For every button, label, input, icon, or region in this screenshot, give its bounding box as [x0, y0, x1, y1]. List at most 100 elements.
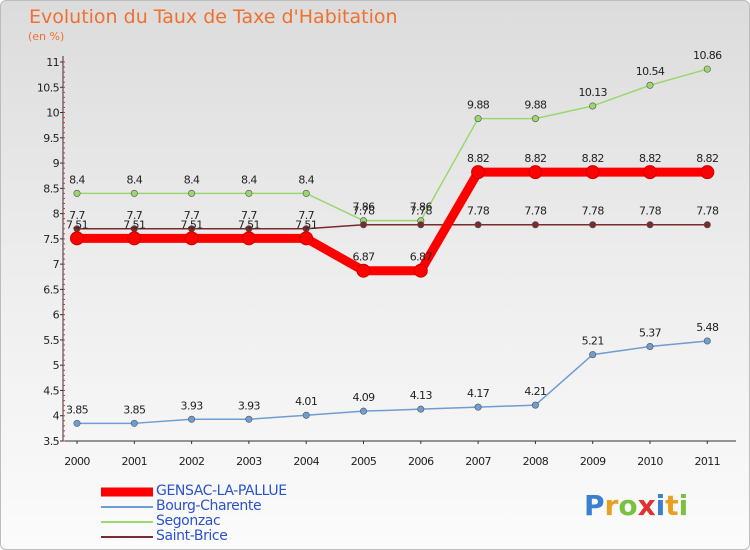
data-label-bourg-charente: 4.09 [352, 391, 375, 404]
data-point-segonzac [188, 189, 196, 197]
logo-letter: r [604, 489, 619, 522]
data-point-bourg-charente [188, 415, 196, 423]
data-label-bourg-charente: 5.48 [696, 321, 719, 334]
data-label-saint-brice: 7.7 [298, 209, 314, 222]
y-tick-label: 11 [46, 56, 59, 69]
x-tick-label: 2004 [293, 455, 319, 468]
data-point-gensac-la-pallue [528, 165, 543, 180]
data-label-saint-brice: 7.78 [467, 205, 490, 218]
data-label-bourg-charente: 4.01 [295, 395, 317, 408]
data-label-gensac-la-pallue: 8.82 [639, 152, 661, 165]
data-point-saint-brice [531, 221, 539, 229]
data-point-gensac-la-pallue [127, 231, 142, 246]
legend-swatch-segonzac [101, 521, 153, 523]
legend-label-segonzac: Segonzac [156, 513, 221, 529]
y-tick-label: 10 [46, 107, 59, 120]
y-tick-label: 6 [53, 309, 60, 322]
data-label-bourg-charente: 3.85 [66, 403, 89, 416]
logo-letter: i [678, 489, 689, 522]
data-point-segonzac [703, 65, 711, 73]
data-point-bourg-charente [130, 419, 138, 427]
data-label-saint-brice: 7.7 [126, 209, 142, 222]
data-point-gensac-la-pallue [643, 165, 657, 180]
data-point-segonzac [73, 189, 81, 197]
legend-swatch-gensac [101, 487, 153, 497]
y-tick-label: 4 [53, 410, 60, 423]
y-tick-label: 3.5 [43, 435, 59, 448]
x-tick-label: 2003 [236, 455, 262, 468]
data-point-bourg-charente [589, 351, 597, 359]
data-point-gensac-la-pallue [585, 165, 600, 180]
legend-label-gensac: GENSAC-LA-PALLUE [156, 483, 287, 499]
y-tick-label: 7.5 [43, 233, 59, 246]
data-point-saint-brice [646, 221, 654, 229]
x-tick-label: 2001 [121, 455, 147, 468]
logo-letter: o [618, 489, 638, 522]
y-tick-label: 6.5 [43, 283, 59, 296]
x-tick-label: 2000 [64, 455, 90, 468]
data-point-bourg-charente [703, 337, 711, 345]
logo-letter: t [665, 489, 679, 522]
data-point-bourg-charente [245, 415, 253, 423]
x-tick-label: 2007 [465, 455, 491, 468]
data-label-bourg-charente: 4.17 [467, 387, 490, 400]
legend-swatch-bourg-charente [101, 506, 153, 508]
data-label-gensac-la-pallue: 7.51 [66, 218, 88, 231]
data-label-segonzac: 10.13 [578, 86, 607, 99]
data-label-segonzac: 8.4 [241, 173, 257, 186]
data-point-segonzac [474, 115, 482, 123]
data-label-segonzac: 7.86 [410, 201, 433, 214]
data-label-saint-brice: 7.78 [410, 205, 433, 218]
data-point-segonzac [245, 189, 253, 197]
data-label-saint-brice: 7.78 [696, 205, 719, 218]
data-label-gensac-la-pallue: 8.82 [696, 152, 718, 165]
data-label-saint-brice: 7.78 [524, 205, 547, 218]
x-tick-label: 2005 [351, 455, 377, 468]
data-point-segonzac [589, 102, 597, 110]
data-point-saint-brice [703, 221, 711, 229]
chart-title: Evolution du Taux de Taxe d'Habitation [29, 6, 398, 28]
chart-subtitle: (en %) [28, 30, 65, 43]
data-point-bourg-charente [417, 405, 425, 413]
data-point-gensac-la-pallue [70, 231, 84, 246]
data-label-segonzac: 9.88 [467, 99, 490, 112]
data-label-bourg-charente: 5.21 [582, 335, 604, 348]
y-tick-label: 9 [53, 157, 60, 170]
data-label-saint-brice: 7.78 [639, 205, 662, 218]
legend-swatch-saint-brice [101, 536, 153, 538]
logo-letter: P [584, 489, 605, 522]
x-tick-label: 2010 [637, 455, 663, 468]
legend-label-saint-brice: Saint-Brice [156, 528, 228, 544]
data-point-bourg-charente [359, 407, 367, 415]
x-tick-label: 2008 [523, 455, 549, 468]
data-label-segonzac: 8.4 [184, 173, 200, 186]
data-label-segonzac: 8.4 [126, 173, 142, 186]
data-label-bourg-charente: 3.93 [181, 399, 204, 412]
series-line-segonzac [77, 68, 708, 222]
data-label-segonzac: 7.86 [352, 201, 375, 214]
data-label-saint-brice: 7.78 [582, 205, 605, 218]
data-label-gensac-la-pallue: 7.51 [295, 218, 317, 231]
y-tick-label: 4.5 [43, 384, 59, 397]
data-label-gensac-la-pallue: 7.51 [123, 218, 145, 231]
data-label-gensac-la-pallue: 6.87 [410, 251, 433, 264]
y-tick-label: 7 [53, 258, 60, 271]
data-point-bourg-charente [531, 401, 539, 409]
data-point-bourg-charente [474, 403, 482, 411]
data-point-gensac-la-pallue [299, 231, 314, 246]
y-tick-label: 8.5 [43, 182, 59, 195]
data-point-saint-brice [589, 221, 597, 229]
data-label-segonzac: 10.54 [636, 65, 665, 78]
data-point-segonzac [130, 189, 138, 197]
data-label-bourg-charente: 5.37 [639, 327, 662, 340]
data-label-segonzac: 8.4 [69, 173, 85, 186]
legend-label-bourg-charente: Bourg-Charente [156, 498, 262, 514]
x-tick-label: 2002 [179, 455, 205, 468]
data-label-bourg-charente: 3.85 [123, 403, 146, 416]
y-tick-label: 9.5 [43, 132, 59, 145]
x-tick-label: 2011 [694, 455, 720, 468]
data-label-gensac-la-pallue: 7.51 [181, 218, 203, 231]
y-tick-label: 8 [53, 208, 60, 221]
